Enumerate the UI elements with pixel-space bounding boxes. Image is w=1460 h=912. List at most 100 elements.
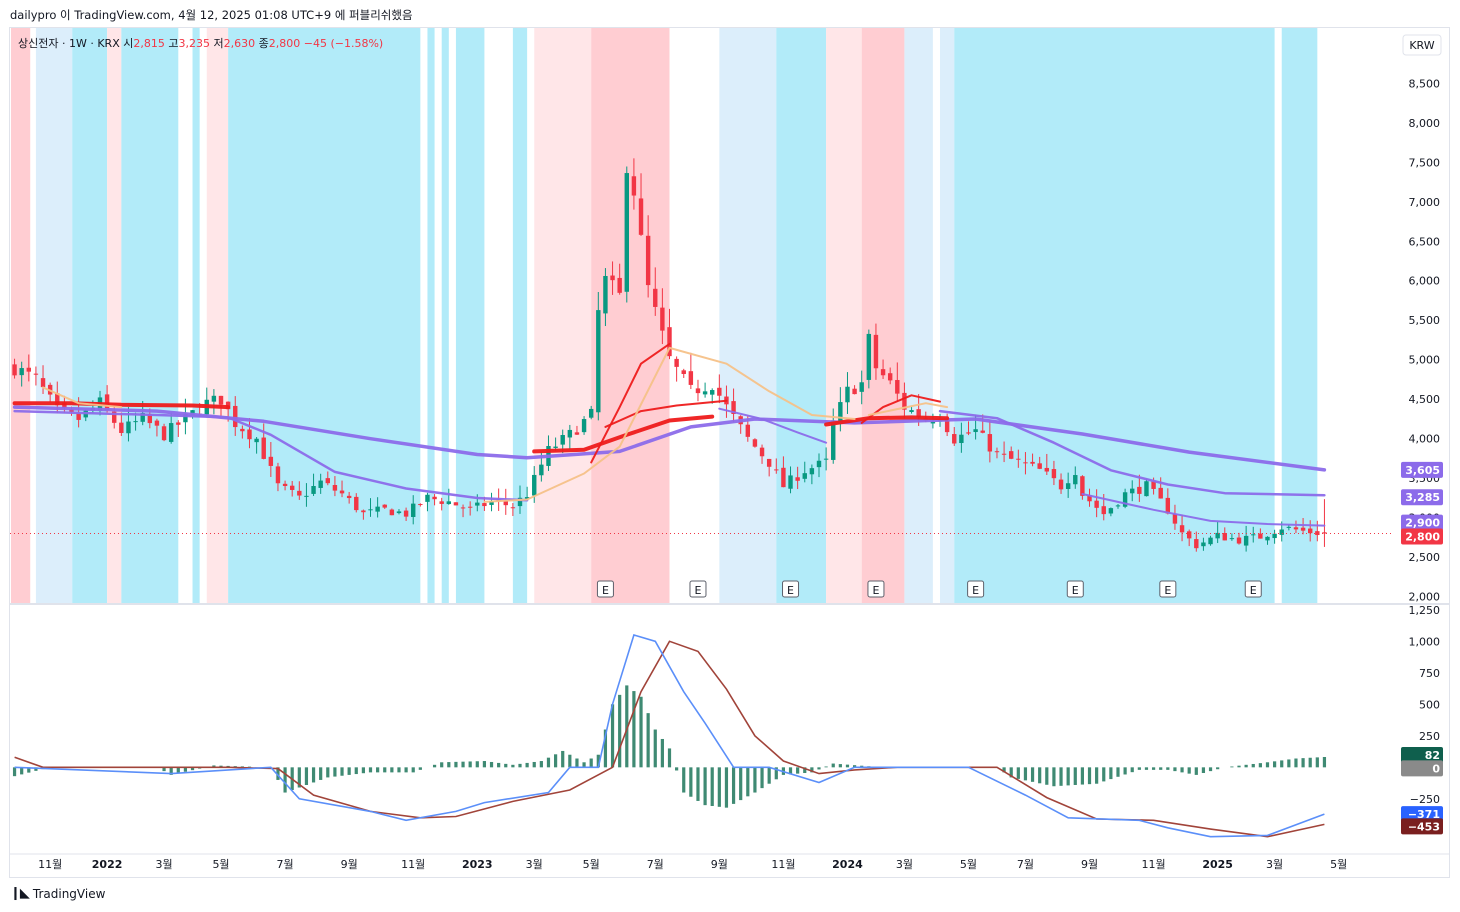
macd-histogram-bar xyxy=(1073,767,1077,785)
macd-histogram-bar xyxy=(682,767,686,793)
candle-body xyxy=(624,173,629,292)
footer-brand[interactable]: ❙◣ TradingView xyxy=(10,886,105,901)
time-tick-label: 9월 xyxy=(1081,858,1098,871)
candle-body xyxy=(710,390,715,395)
macd-axis[interactable]: 1,250 1,000 750 500 250 −250 820 −371−453 xyxy=(1401,604,1443,835)
price-tick-label: 7,000 xyxy=(1409,196,1441,209)
candle-body xyxy=(275,466,281,484)
earnings-marker[interactable] xyxy=(1066,580,1084,598)
zone-band xyxy=(591,28,670,603)
macd-histogram-bar xyxy=(411,767,415,773)
candle-body xyxy=(1222,533,1227,541)
time-tick-label: 5월 xyxy=(212,858,229,871)
macd-histogram-bar xyxy=(1151,767,1156,770)
macd-histogram-bar xyxy=(845,764,850,768)
candle-body xyxy=(425,494,430,502)
macd-badge xyxy=(1401,818,1443,835)
candle-body xyxy=(1016,458,1021,460)
macd-histogram-bar xyxy=(1258,763,1262,768)
earnings-marker[interactable] xyxy=(782,580,800,598)
macd-histogram-bar xyxy=(796,767,800,774)
macd-histogram-bar xyxy=(1130,767,1134,773)
candle-body xyxy=(1172,514,1178,524)
candle-body xyxy=(1265,536,1270,541)
macd-histogram-bar xyxy=(497,762,501,768)
candle-body xyxy=(838,402,843,423)
ma-line-thick-red xyxy=(824,415,950,427)
macd-histogram-bar xyxy=(440,762,444,768)
candle-body xyxy=(588,408,594,418)
macd-histogram-bar xyxy=(447,762,451,768)
macd-histogram-bar xyxy=(575,758,579,768)
time-tick-label: 11월 xyxy=(771,858,795,871)
candle-body xyxy=(161,426,167,441)
candle-body xyxy=(952,434,957,444)
earnings-marker[interactable] xyxy=(1244,580,1262,598)
ma-line-mid2 xyxy=(718,407,828,444)
macd-histogram-bar xyxy=(404,767,408,773)
macd-histogram-bar xyxy=(1066,767,1070,786)
macd-histogram-bar xyxy=(240,766,244,768)
macd-tick-label: 1,250 xyxy=(1409,604,1441,617)
currency-button[interactable] xyxy=(1402,34,1442,56)
candle-body xyxy=(297,490,302,496)
macd-histogram-bar xyxy=(1244,764,1248,768)
macd-histogram-bar xyxy=(1102,767,1106,782)
macd-histogram-bar xyxy=(539,761,543,768)
candle-body xyxy=(645,235,651,286)
macd-histogram-bar xyxy=(1201,767,1206,774)
price-tick-label: 5,000 xyxy=(1409,354,1441,367)
macd-pane xyxy=(12,634,1327,838)
zone-band xyxy=(954,28,1275,603)
candle-body xyxy=(1073,475,1078,485)
zone-band xyxy=(534,28,592,603)
zone-band xyxy=(904,28,933,603)
candle-body xyxy=(695,388,701,394)
candle-body xyxy=(112,411,117,423)
candle-body xyxy=(752,439,758,447)
time-tick-label: 7월 xyxy=(647,858,664,871)
high-value: 3,235 xyxy=(178,37,210,50)
earnings-marker[interactable] xyxy=(867,580,885,598)
macd-histogram-bar xyxy=(183,767,188,772)
ma-line-orange xyxy=(867,402,949,416)
candle-body xyxy=(311,486,316,494)
zone-band xyxy=(776,28,827,603)
macd-histogram-bar xyxy=(561,750,565,768)
macd-histogram-bar xyxy=(454,761,458,768)
ma-line-thick-red xyxy=(532,414,715,454)
symbol-name: 상신전자 · 1W · KRX xyxy=(18,37,120,50)
macd-histogram-bar xyxy=(753,767,757,793)
candle-body xyxy=(453,502,459,506)
earnings-marker[interactable] xyxy=(967,580,985,598)
candle-body xyxy=(802,473,807,479)
candle-body xyxy=(1307,528,1313,534)
low-label: 저 xyxy=(213,37,224,50)
candle-body xyxy=(994,451,1000,453)
earnings-marker[interactable] xyxy=(689,580,707,598)
open-value: 2,815 xyxy=(133,37,165,50)
macd-histogram-bar xyxy=(518,763,522,768)
earnings-marker[interactable] xyxy=(1159,580,1177,598)
price-axis[interactable]: 2,0002,5003,0003,5004,0004,5005,0005,500… xyxy=(1401,38,1443,604)
candle-body xyxy=(26,367,32,372)
macd-histogram-bar xyxy=(169,767,173,775)
moving-averages xyxy=(12,342,1327,527)
candle-body xyxy=(667,327,672,357)
zone-band xyxy=(940,28,955,603)
zone-band xyxy=(206,28,229,603)
candle-body xyxy=(346,495,352,499)
macd-histogram-bar xyxy=(1251,763,1255,768)
macd-histogram-bar xyxy=(546,757,551,768)
candle-body xyxy=(282,483,288,487)
candle-body xyxy=(240,428,245,432)
time-axis[interactable]: 11월 2022 3월 5월 7월 9월 11월 2023 3월 5월 7월 9월 11월 2024 3월 5… xyxy=(38,858,1347,871)
candle-body xyxy=(247,429,252,440)
candle-body xyxy=(973,429,978,433)
earnings-marker[interactable] xyxy=(596,580,614,598)
candle-body xyxy=(432,496,437,500)
macd-histogram-bar xyxy=(1080,767,1084,785)
macd-histogram-bar xyxy=(361,767,365,774)
